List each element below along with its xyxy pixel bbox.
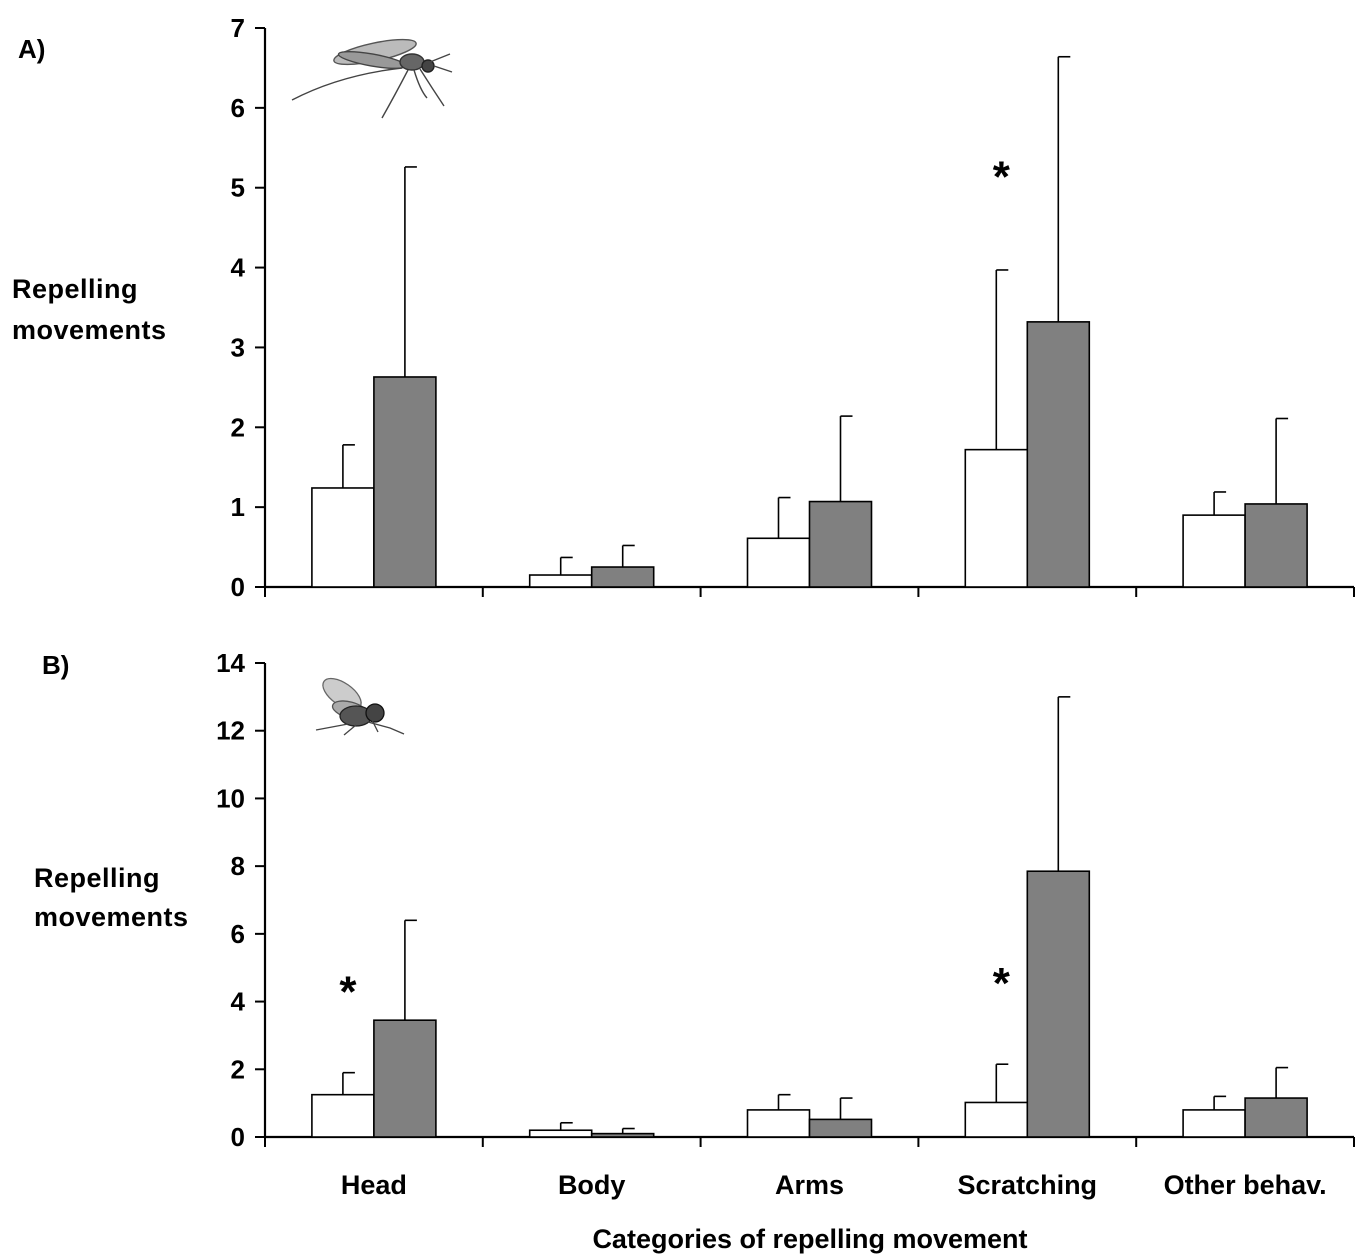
bar-scratching-series-1 bbox=[964, 448, 1029, 588]
significance-marker: * bbox=[339, 967, 357, 1016]
x-category-label: Arms bbox=[775, 1170, 844, 1200]
fly-icon bbox=[315, 677, 405, 736]
y-tick-label: 6 bbox=[231, 93, 245, 123]
y-tick-label: 14 bbox=[216, 648, 245, 678]
y-tick-label: 3 bbox=[231, 332, 245, 362]
significance-marker: * bbox=[993, 153, 1011, 202]
bar-other-behav-series-1 bbox=[1182, 1109, 1246, 1138]
bar-body-series-2 bbox=[590, 566, 655, 588]
y-tick-label: 5 bbox=[231, 173, 245, 203]
x-category-label: Other behav. bbox=[1164, 1170, 1327, 1200]
bar-scratching-series-2 bbox=[1026, 870, 1091, 1138]
bar-other-behav-series-2 bbox=[1244, 1097, 1308, 1138]
y-tick-label: 0 bbox=[231, 1122, 245, 1152]
panel-b-ylabel-line2: movements bbox=[34, 902, 189, 932]
panel-a-annotations: * bbox=[993, 153, 1011, 202]
y-tick-label: 4 bbox=[231, 253, 246, 283]
bar-arms-series-2 bbox=[808, 500, 873, 588]
panel-b-annotations: * * bbox=[339, 959, 1010, 1016]
y-tick-label: 4 bbox=[231, 987, 246, 1017]
panel-a-ylabel-line2: movements bbox=[12, 315, 167, 345]
bar-head-series-2 bbox=[373, 1019, 437, 1138]
x-category-label: Body bbox=[558, 1170, 626, 1200]
y-tick-label: 0 bbox=[231, 572, 245, 602]
bar-head-series-1 bbox=[311, 1093, 375, 1138]
y-tick-label: 12 bbox=[216, 716, 245, 746]
x-category-labels: Head Body Arms Scratching Other behav. bbox=[341, 1170, 1327, 1200]
y-tick-label: 2 bbox=[231, 412, 245, 442]
panel-a-axes: 0 1 2 3 4 5 6 7 bbox=[231, 13, 1355, 602]
y-tick-label: 8 bbox=[231, 851, 245, 881]
mosquito-icon bbox=[291, 38, 453, 119]
bar-body-series-1 bbox=[528, 1129, 593, 1138]
x-category-label: Scratching bbox=[958, 1170, 1098, 1200]
bar-arms-series-1 bbox=[746, 537, 811, 588]
y-tick-label: 10 bbox=[216, 783, 245, 813]
y-tick-label: 6 bbox=[231, 919, 245, 949]
bar-arms-series-2 bbox=[808, 1118, 873, 1138]
y-tick-label: 7 bbox=[231, 13, 245, 43]
bar-arms-series-1 bbox=[746, 1109, 811, 1138]
panel-b-bars bbox=[311, 696, 1308, 1138]
bar-other-behav-series-2 bbox=[1244, 503, 1308, 588]
panel-b-ylabel-line1: Repelling bbox=[34, 863, 160, 893]
bar-scratching-series-1 bbox=[964, 1101, 1029, 1138]
y-tick-label: 1 bbox=[231, 492, 245, 522]
significance-marker: * bbox=[993, 959, 1011, 1008]
bar-body-series-1 bbox=[528, 574, 593, 588]
bar-head-series-2 bbox=[373, 376, 437, 588]
panel-a-bars bbox=[311, 55, 1308, 588]
bar-scratching-series-2 bbox=[1026, 321, 1091, 588]
bar-head-series-1 bbox=[311, 487, 375, 588]
x-axis-title: Categories of repelling movement bbox=[592, 1224, 1027, 1254]
panel-a: A) Repelling movements 0 1 2 3 4 5 6 7 * bbox=[12, 13, 1355, 602]
y-tick-label: 2 bbox=[231, 1054, 245, 1084]
bar-other-behav-series-1 bbox=[1182, 514, 1246, 588]
bar-body-series-2 bbox=[590, 1132, 655, 1138]
panel-b-label: B) bbox=[42, 650, 69, 680]
x-category-label: Head bbox=[341, 1170, 407, 1200]
panel-a-ylabel-line1: Repelling bbox=[12, 274, 138, 304]
panel-a-label: A) bbox=[18, 34, 45, 64]
